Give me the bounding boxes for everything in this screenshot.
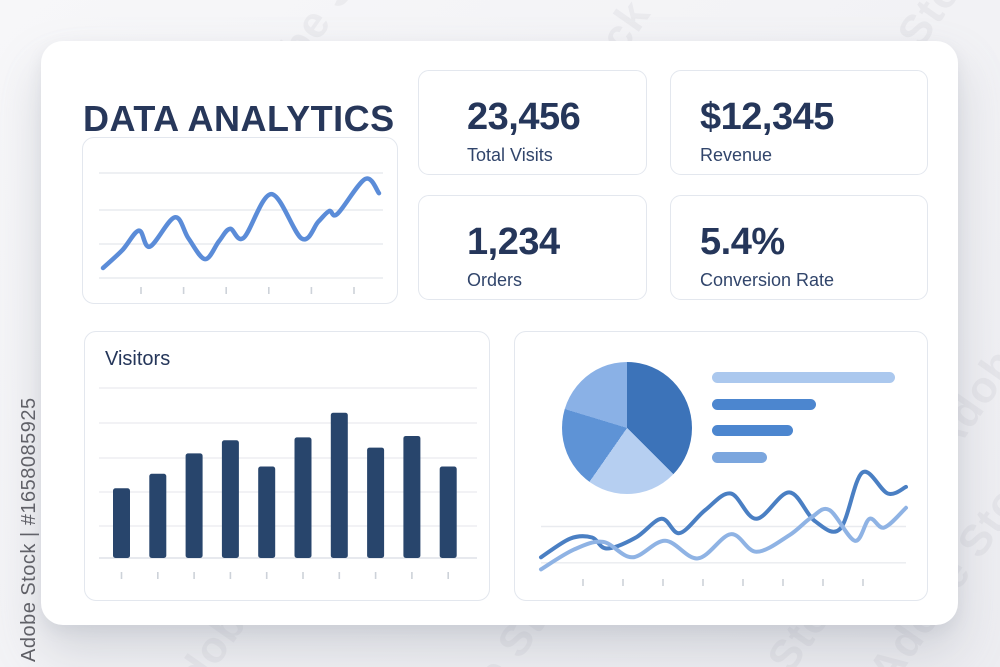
visitors-chart-title: Visitors xyxy=(105,348,171,370)
stat-value: 23,456 xyxy=(467,96,581,138)
stat-card-conversion-rate: 5.4% Conversion Rate xyxy=(670,195,928,300)
category-hbar xyxy=(712,425,793,436)
stat-card-total-visits: 23,456 Total Visits xyxy=(418,70,647,175)
page-title: DATA ANALYTICS xyxy=(83,98,395,139)
category-hbar xyxy=(712,399,816,410)
dashboard-card: DATA ANALYTICS 23,456 Total Visits $12,3… xyxy=(41,41,958,625)
trend-line-chart-card xyxy=(82,137,398,304)
comparison-line-chart xyxy=(539,469,908,586)
category-hbar xyxy=(712,372,895,383)
trend-line-chart xyxy=(99,172,383,294)
stat-value: 5.4% xyxy=(700,221,785,263)
visitors-bar-chart-card: Visitors xyxy=(84,331,490,601)
category-hbar xyxy=(712,452,767,463)
overview-chart-card xyxy=(514,331,928,601)
stat-label: Orders xyxy=(467,270,523,290)
visitors-bar-chart xyxy=(99,387,477,579)
stat-card-revenue: $12,345 Revenue xyxy=(670,70,928,175)
category-pie-chart xyxy=(562,362,692,494)
stat-value: 1,234 xyxy=(467,221,560,263)
watermark-text: Adobe Stock xyxy=(979,556,1000,667)
stat-card-orders: 1,234 Orders xyxy=(418,195,647,300)
stat-label: Revenue xyxy=(700,145,773,165)
stat-label: Conversion Rate xyxy=(700,270,835,290)
stat-label: Total Visits xyxy=(467,145,553,165)
stock-watermark-id: Adobe Stock | #1658085925 xyxy=(18,397,40,662)
stat-value: $12,345 xyxy=(700,96,834,138)
